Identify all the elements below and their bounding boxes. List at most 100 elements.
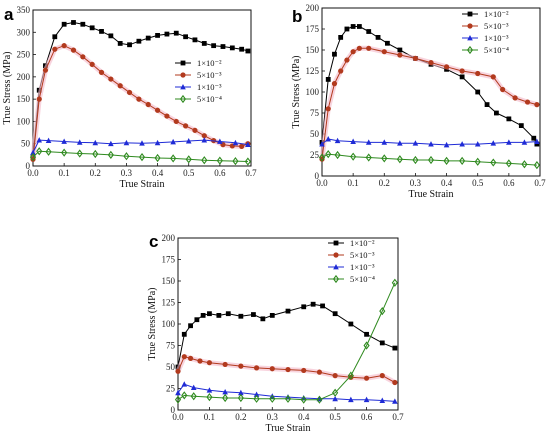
data-point	[316, 369, 323, 375]
data-point	[185, 155, 192, 164]
data-point	[363, 375, 370, 381]
data-point	[301, 304, 307, 310]
x-tick-label: 0.4	[441, 178, 453, 188]
x-tick-label: 0.1	[59, 168, 70, 178]
data-point	[534, 102, 540, 108]
data-point	[332, 311, 338, 317]
legend-marker	[333, 264, 339, 270]
data-point	[108, 33, 114, 39]
x-tick-label: 0.4	[298, 412, 310, 422]
data-point	[320, 303, 325, 309]
data-point	[512, 95, 518, 101]
data-point	[175, 389, 181, 396]
series-line	[32, 139, 248, 153]
data-point	[239, 143, 245, 149]
legend: 1×10⁻² 5×10⁻³ 1×10⁻³ 5×10⁻⁴	[462, 9, 509, 55]
data-point	[356, 45, 362, 51]
data-point	[107, 150, 114, 159]
data-point	[245, 141, 251, 148]
data-point	[154, 139, 161, 146]
data-point	[206, 360, 213, 366]
y-tick-label: 175	[306, 24, 320, 34]
data-point	[108, 76, 114, 82]
data-point	[181, 381, 188, 387]
x-tick-label: 0.1	[204, 412, 215, 422]
data-point	[173, 118, 179, 125]
y-tick-label: 100	[162, 319, 176, 329]
x-tick-label: 0.0	[172, 412, 184, 422]
data-point	[334, 137, 341, 144]
data-point	[183, 34, 188, 40]
data-point	[397, 47, 403, 53]
legend-entry: 5×10⁻⁴	[197, 94, 222, 104]
data-point	[396, 155, 403, 164]
data-point	[232, 139, 239, 146]
y-tick-label: 0	[315, 171, 320, 181]
data-point	[332, 51, 337, 57]
legend-entry: 1×10⁻³	[197, 82, 222, 92]
data-point	[181, 391, 188, 400]
y-tick-label: 75	[166, 341, 176, 351]
data-point	[459, 156, 466, 165]
data-point	[428, 60, 434, 66]
y-tick-label: 150	[17, 94, 31, 104]
data-point	[385, 40, 390, 46]
data-point	[356, 24, 362, 29]
data-point	[145, 35, 151, 41]
data-point	[181, 331, 187, 337]
data-point	[269, 366, 275, 372]
data-point	[397, 140, 403, 146]
data-point	[201, 156, 208, 165]
panel-label: c	[149, 232, 158, 251]
data-point	[534, 138, 540, 144]
series-line	[177, 282, 396, 401]
x-axis-title: True Strain	[266, 423, 311, 434]
data-point	[475, 70, 481, 77]
data-point	[344, 57, 350, 63]
data-point	[216, 313, 222, 318]
data-point	[36, 96, 42, 102]
data-point	[506, 116, 512, 122]
data-point	[154, 153, 161, 163]
y-tick-label: 50	[310, 129, 320, 139]
legend-entry: 1×10⁻²	[484, 9, 509, 19]
data-point	[200, 313, 206, 318]
data-point	[443, 141, 450, 148]
data-point	[206, 392, 213, 402]
data-point	[206, 387, 213, 393]
series-2	[175, 354, 398, 386]
data-point	[533, 160, 540, 170]
y-tick-label: 150	[162, 276, 176, 286]
data-point	[350, 24, 356, 29]
data-point	[183, 123, 189, 129]
data-point	[70, 47, 77, 53]
legend-entry: 5×10⁻³	[484, 21, 509, 31]
y-tick-label: 250	[17, 50, 31, 60]
series-line	[321, 153, 537, 166]
legend-marker	[179, 94, 187, 104]
series-1	[175, 301, 398, 370]
data-point	[61, 138, 67, 144]
data-point	[350, 152, 357, 161]
data-point	[490, 158, 497, 167]
data-point	[188, 323, 193, 329]
series-3	[175, 381, 398, 404]
data-point	[332, 373, 338, 379]
data-point	[173, 30, 179, 36]
series-3	[30, 137, 251, 156]
data-point	[30, 149, 36, 156]
data-point	[89, 61, 95, 67]
data-point	[117, 41, 123, 46]
x-tick-label: 0.3	[121, 168, 133, 178]
legend-marker	[180, 84, 186, 90]
data-point	[363, 396, 370, 403]
data-point	[325, 136, 332, 142]
data-point	[285, 366, 291, 373]
data-point	[325, 150, 332, 159]
data-point	[175, 368, 181, 374]
y-tick-label: 200	[162, 233, 176, 243]
data-point	[136, 38, 142, 44]
data-point	[521, 139, 528, 145]
data-point	[505, 159, 512, 168]
legend-entry: 5×10⁻⁴	[350, 274, 375, 284]
